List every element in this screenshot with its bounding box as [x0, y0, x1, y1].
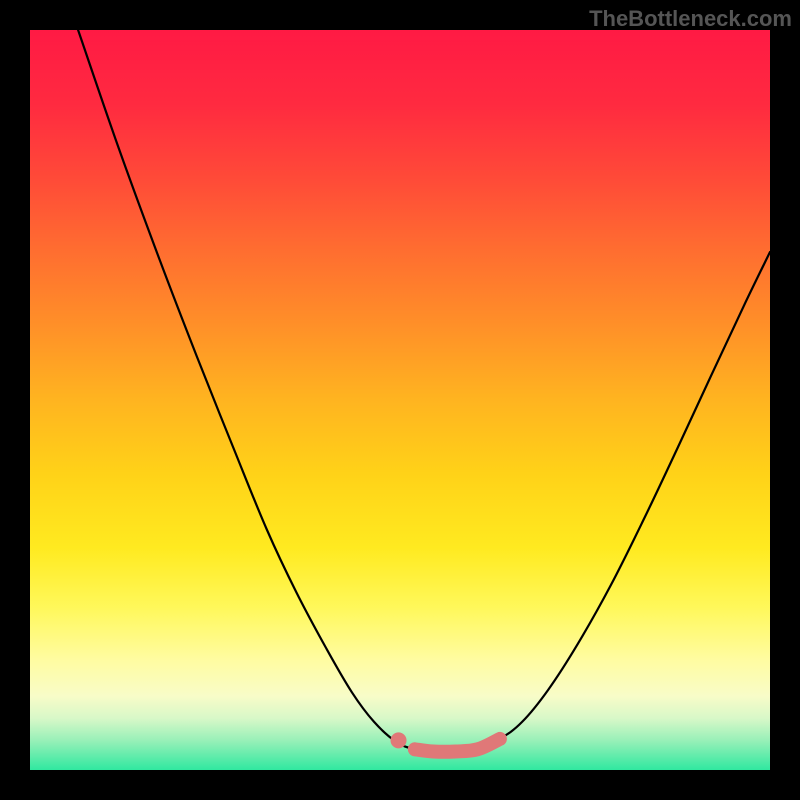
watermark-text: TheBottleneck.com [589, 6, 792, 32]
trough-marker-dot [391, 732, 407, 748]
chart-container: TheBottleneck.com [0, 0, 800, 800]
bottleneck-chart [30, 30, 770, 770]
gradient-background [30, 30, 770, 770]
chart-svg [30, 30, 770, 770]
